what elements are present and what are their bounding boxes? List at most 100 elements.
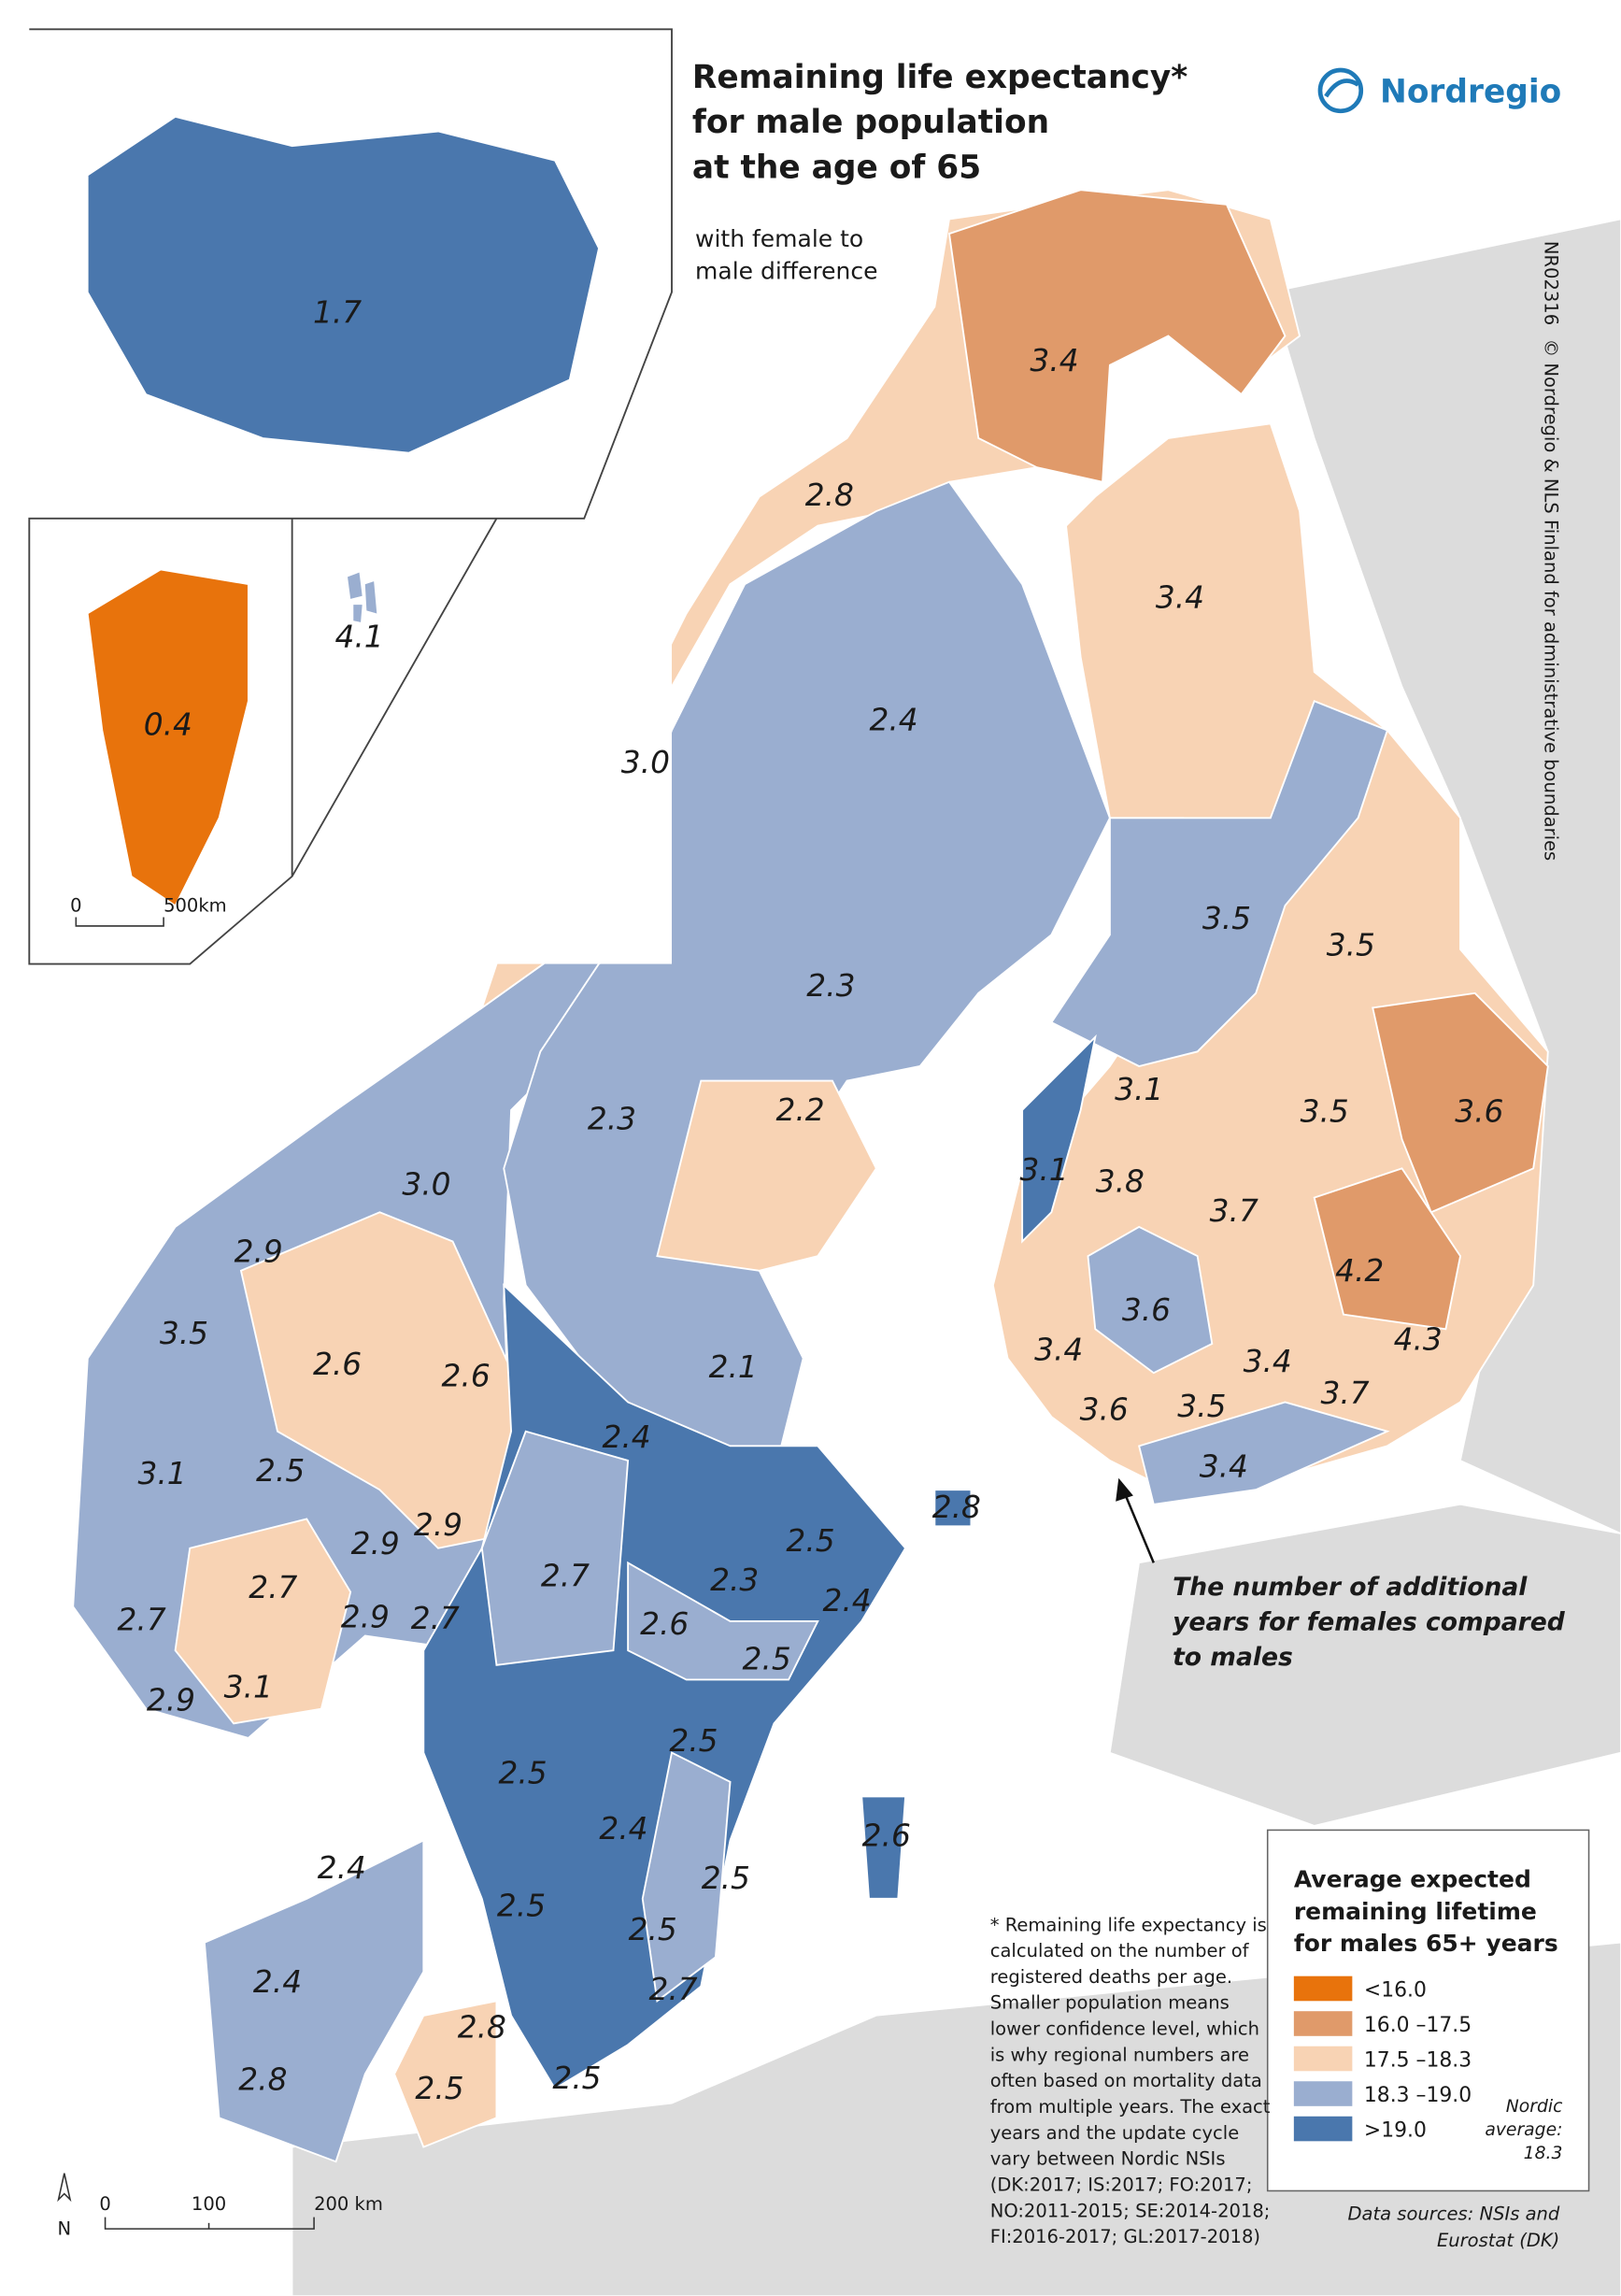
legend-label: 16.0 –17.5 [1364,2014,1472,2037]
scale-label: 100 [192,2193,226,2215]
region-label: 2.5 [629,1912,677,1947]
region-label: 2.5 [669,1723,718,1759]
annotation-arrow [1116,1477,1155,1563]
footnote: (DK:2017; IS:2017; FO:2017; [990,2174,1253,2195]
region-label: 2.9 [341,1599,390,1634]
region-label: 3.0 [402,1167,450,1203]
scale-label: 500km [164,894,227,916]
region-label: 0.4 [144,706,192,742]
region-label: 2.5 [498,1756,547,1791]
region-label: 2.7 [648,1972,697,2007]
legend-label: 17.5 –18.3 [1364,2049,1472,2073]
footnote: years and the update cycle [990,2122,1239,2144]
region-label: 2.4 [253,1964,302,2000]
data-sources: Data sources: NSIs and [1347,2203,1559,2225]
footnote: registered deaths per age. [990,1966,1232,1988]
labels: 1.7 0.4 4.1 3.4 2.8 3.4 2.4 3.0 2.3 3.5 3.5 2.3 2.2 3… [58,59,1566,2251]
footnote: often based on mortality data [990,2070,1262,2091]
scale-label: 0 [70,894,81,916]
nordic-average: 18.3 [1524,2144,1563,2163]
region-label: 2.5 [786,1523,834,1559]
region-label: 3.0 [621,745,670,780]
region-label: 2.6 [862,1818,911,1854]
region-label: 2.6 [313,1347,362,1382]
greenland [86,568,249,907]
region-label: 2.7 [411,1601,460,1636]
faroe-islands [348,572,377,622]
brand-logo [1317,67,1364,114]
main-scale-bar [57,2173,315,2230]
legend-label: 18.3 –19.0 [1364,2084,1472,2107]
inset-scale-bar [75,917,164,927]
region-label: 2.4 [599,1811,647,1847]
region-label: 2.3 [710,1562,759,1598]
legend-label: >19.0 [1364,2119,1427,2143]
region-label: 2.9 [235,1234,283,1270]
region-label: 3.6 [1122,1292,1171,1328]
region-label: 2.4 [869,703,917,738]
region-label: 3.8 [1096,1164,1145,1200]
region-label: 3.5 [1301,1093,1349,1129]
region-label: 3.7 [1210,1193,1258,1229]
region-label: 3.1 [224,1669,273,1704]
region-label: 2.5 [743,1642,791,1677]
region-label: 3.5 [1177,1389,1226,1424]
legend-title: for males 65+ years [1294,1930,1558,1957]
footnote: * Remaining life expectancy is [990,1914,1267,1935]
data-sources: Eurostat (DK) [1437,2230,1559,2251]
region-label: 3.4 [1030,343,1078,378]
region-label: 2.5 [415,2071,463,2106]
region-label: 2.8 [458,2009,506,2045]
region-label: 3.6 [1080,1391,1129,1427]
region-label: 2.5 [497,1889,546,1924]
title: Remaining life expectancy* [692,59,1187,96]
title: at the age of 65 [692,150,981,187]
region-label: 2.8 [805,478,854,513]
region-label: 3.4 [1156,579,1204,615]
footnote: calculated on the number of [990,1940,1250,1961]
region-label: 2.1 [709,1349,758,1385]
nordic-average: average: [1485,2120,1562,2140]
region-label: 2.3 [588,1101,636,1136]
region-label: 3.7 [1320,1376,1369,1411]
legend-swatch [1293,2011,1353,2036]
region-label: 3.1 [1115,1072,1163,1107]
brand-name: Nordregio [1380,73,1561,110]
legend-label: <16.0 [1364,1979,1427,2003]
region-label: 2.6 [442,1358,491,1393]
region-label: 2.7 [118,1602,166,1637]
region-label: 3.1 [1019,1152,1068,1188]
region-label: 3.1 [137,1456,186,1491]
footnote: from multiple years. The exact [990,2096,1271,2118]
region-label: 2.3 [806,968,855,1004]
subtitle: with female to [695,225,863,252]
region-label: 3.5 [160,1316,208,1351]
annotation: The number of additional [1173,1573,1528,1602]
region-label: 2.7 [249,1570,297,1605]
legend-swatch [1293,2116,1353,2142]
region-label: 2.4 [318,1850,366,1886]
iceland [87,116,600,454]
region-label: 3.5 [1327,927,1375,963]
region-label: 3.4 [1244,1344,1292,1379]
region-label: 2.2 [775,1092,824,1128]
footnote: Smaller population means [990,1992,1230,2014]
legend-swatch [1293,1975,1353,2002]
region-label: 1.7 [313,295,362,331]
region-label: 3.4 [1200,1448,1248,1484]
region-label: 2.8 [238,2062,287,2098]
region-label: 2.6 [640,1606,689,1642]
footnote: NO:2011-2015; SE:2014-2018; [990,2200,1271,2221]
footnote: is why regional numbers are [990,2044,1249,2065]
legend-title: remaining lifetime [1294,1898,1537,1925]
legend-swatch [1293,2081,1353,2106]
footnote: FI:2016-2017; GL:2017-2018) [990,2226,1260,2247]
region-label: 4.1 [334,620,383,655]
region-label: 2.4 [602,1419,650,1455]
title: for male population [692,104,1049,141]
scale-label: 200 km [314,2193,383,2215]
region-label: 4.3 [1394,1321,1443,1357]
region-label: 3.4 [1034,1332,1083,1367]
insets [28,28,673,965]
